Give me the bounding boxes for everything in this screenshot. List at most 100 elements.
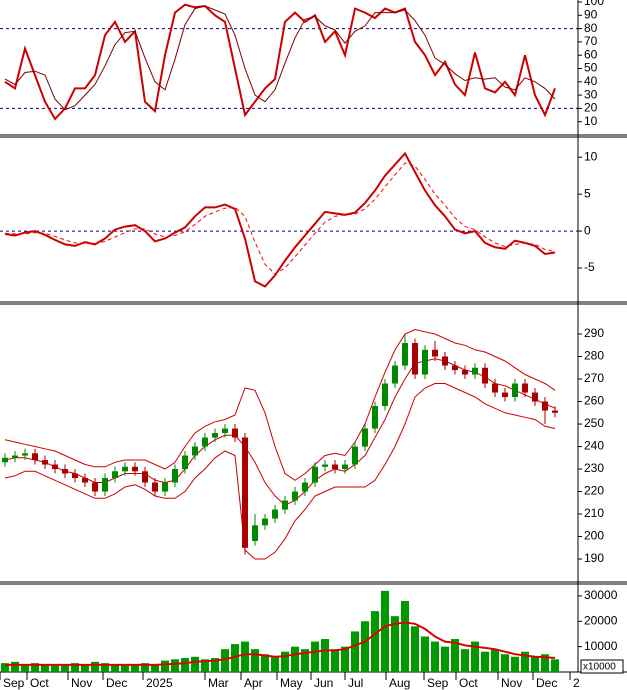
candle-body xyxy=(432,349,438,357)
y-tick-label: 20000 xyxy=(584,613,618,627)
volume-bar xyxy=(241,641,249,672)
volume-bar xyxy=(21,664,29,672)
candle-body xyxy=(302,482,308,492)
candle-body xyxy=(72,473,78,479)
candle-body xyxy=(462,370,468,375)
candle-body xyxy=(2,457,8,463)
candle-body xyxy=(372,406,378,429)
volume-bar xyxy=(311,641,319,672)
volume-bar xyxy=(71,663,79,672)
candle-body xyxy=(22,453,28,456)
candle-body xyxy=(182,455,188,470)
volume-bar xyxy=(421,636,429,672)
volume-bar xyxy=(11,661,19,672)
y-tick-label: 220 xyxy=(584,484,604,498)
x-tick-label: Mar xyxy=(208,676,229,690)
y-tick-label: 10000 xyxy=(584,639,618,653)
band-line xyxy=(4,328,556,481)
volume-bar xyxy=(471,641,479,672)
candle-body xyxy=(242,437,248,548)
x-tick-label: Jun xyxy=(314,676,333,690)
candle-body xyxy=(152,482,158,492)
volume-bar xyxy=(541,654,549,672)
volume-bar xyxy=(151,664,159,672)
band-line xyxy=(4,383,556,560)
candle-body xyxy=(472,367,478,375)
volume-bar xyxy=(191,656,199,672)
indicator-line xyxy=(4,5,556,111)
indicator-line xyxy=(4,162,556,275)
candle-body xyxy=(92,482,98,492)
volume-bar xyxy=(131,664,139,672)
indicator-line xyxy=(4,3,556,121)
volume-bar xyxy=(431,641,439,672)
candle-body xyxy=(362,428,368,447)
volume-bar xyxy=(411,626,419,672)
y-tick-label: 90 xyxy=(584,7,598,21)
y-tick-label: 30000 xyxy=(584,588,618,602)
volume-bar xyxy=(0,663,9,672)
volume-bar xyxy=(201,659,209,672)
x-tick-label: Jul xyxy=(348,676,363,690)
volume-ma-line xyxy=(5,621,556,666)
volume-bar xyxy=(441,646,449,672)
candle-body xyxy=(392,365,398,384)
candle-body xyxy=(322,464,328,467)
volume-bar xyxy=(281,651,289,672)
candle-body xyxy=(422,349,428,375)
x-tick-label: 2 xyxy=(573,676,580,690)
candle-body xyxy=(342,464,348,470)
x-tick-label: May xyxy=(280,676,303,690)
volume-bar xyxy=(511,656,519,672)
y-tick-label: 70 xyxy=(584,34,598,48)
volume-bar xyxy=(521,651,529,672)
volume-bar xyxy=(81,664,89,672)
volume-bar xyxy=(221,649,229,672)
volume-bar xyxy=(301,649,309,672)
candle-body xyxy=(172,469,178,483)
candle-body xyxy=(142,471,148,483)
band-line xyxy=(4,358,556,506)
candle-body xyxy=(212,433,218,438)
volume-bar xyxy=(61,664,69,672)
volume-bar xyxy=(261,654,269,672)
volume-bar xyxy=(321,639,329,672)
unit-label: x10000 xyxy=(583,662,616,673)
y-tick-label: 30 xyxy=(584,87,598,101)
y-tick-label: 60 xyxy=(584,47,598,61)
candle-body xyxy=(232,428,238,438)
candle-body xyxy=(412,343,418,375)
y-tick-label: 40 xyxy=(584,74,598,88)
candle-body xyxy=(42,460,48,465)
x-tick-label: Oct xyxy=(30,676,49,690)
candle-body xyxy=(382,383,388,407)
y-tick-label: 260 xyxy=(584,394,604,408)
candle-body xyxy=(252,525,258,542)
candle-body xyxy=(542,401,548,411)
volume-bar xyxy=(461,649,469,672)
y-tick-label: 240 xyxy=(584,439,604,453)
y-tick-label: 230 xyxy=(584,461,604,475)
volume-bar xyxy=(101,663,109,672)
volume-bar xyxy=(401,600,409,672)
y-tick-label: 190 xyxy=(584,551,604,565)
candle-body xyxy=(112,471,118,479)
volume-bar xyxy=(141,663,149,672)
volume-bar xyxy=(211,658,219,672)
candle-body xyxy=(452,365,458,371)
y-tick-label: 250 xyxy=(584,416,604,430)
volume-bar xyxy=(31,663,39,672)
y-tick-label: 270 xyxy=(584,371,604,385)
y-tick-label: 200 xyxy=(584,529,604,543)
candle-body xyxy=(32,453,38,461)
candle-body xyxy=(282,500,288,510)
volume-bar xyxy=(501,654,509,672)
y-tick-label: 10 xyxy=(584,114,598,128)
y-tick-label: 20 xyxy=(584,101,598,115)
volume-bar xyxy=(181,658,189,672)
candle-body xyxy=(442,356,448,366)
volume-bar xyxy=(121,665,129,672)
candle-body xyxy=(312,466,318,483)
candle-body xyxy=(12,455,18,458)
